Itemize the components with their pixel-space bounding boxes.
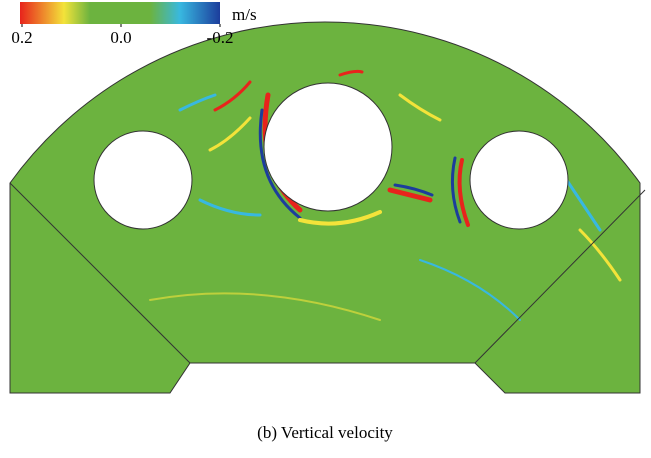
colorbar [20, 2, 220, 24]
caption: (b) Vertical velocity [257, 423, 393, 442]
colorbar-unit: m/s [232, 5, 257, 24]
velocity-field [10, 22, 645, 393]
colorbar-tick-label: -0.2 [207, 28, 234, 47]
colorbar-tick-label: 0.0 [110, 28, 131, 47]
page: m/s (b) Vertical velocity 0.20.0-0.2 (()… [0, 0, 651, 458]
colorbar-tick-label: 0.2 [11, 28, 32, 47]
figure: m/s (b) Vertical velocity 0.2 0.0 -0.2 [0, 0, 651, 458]
